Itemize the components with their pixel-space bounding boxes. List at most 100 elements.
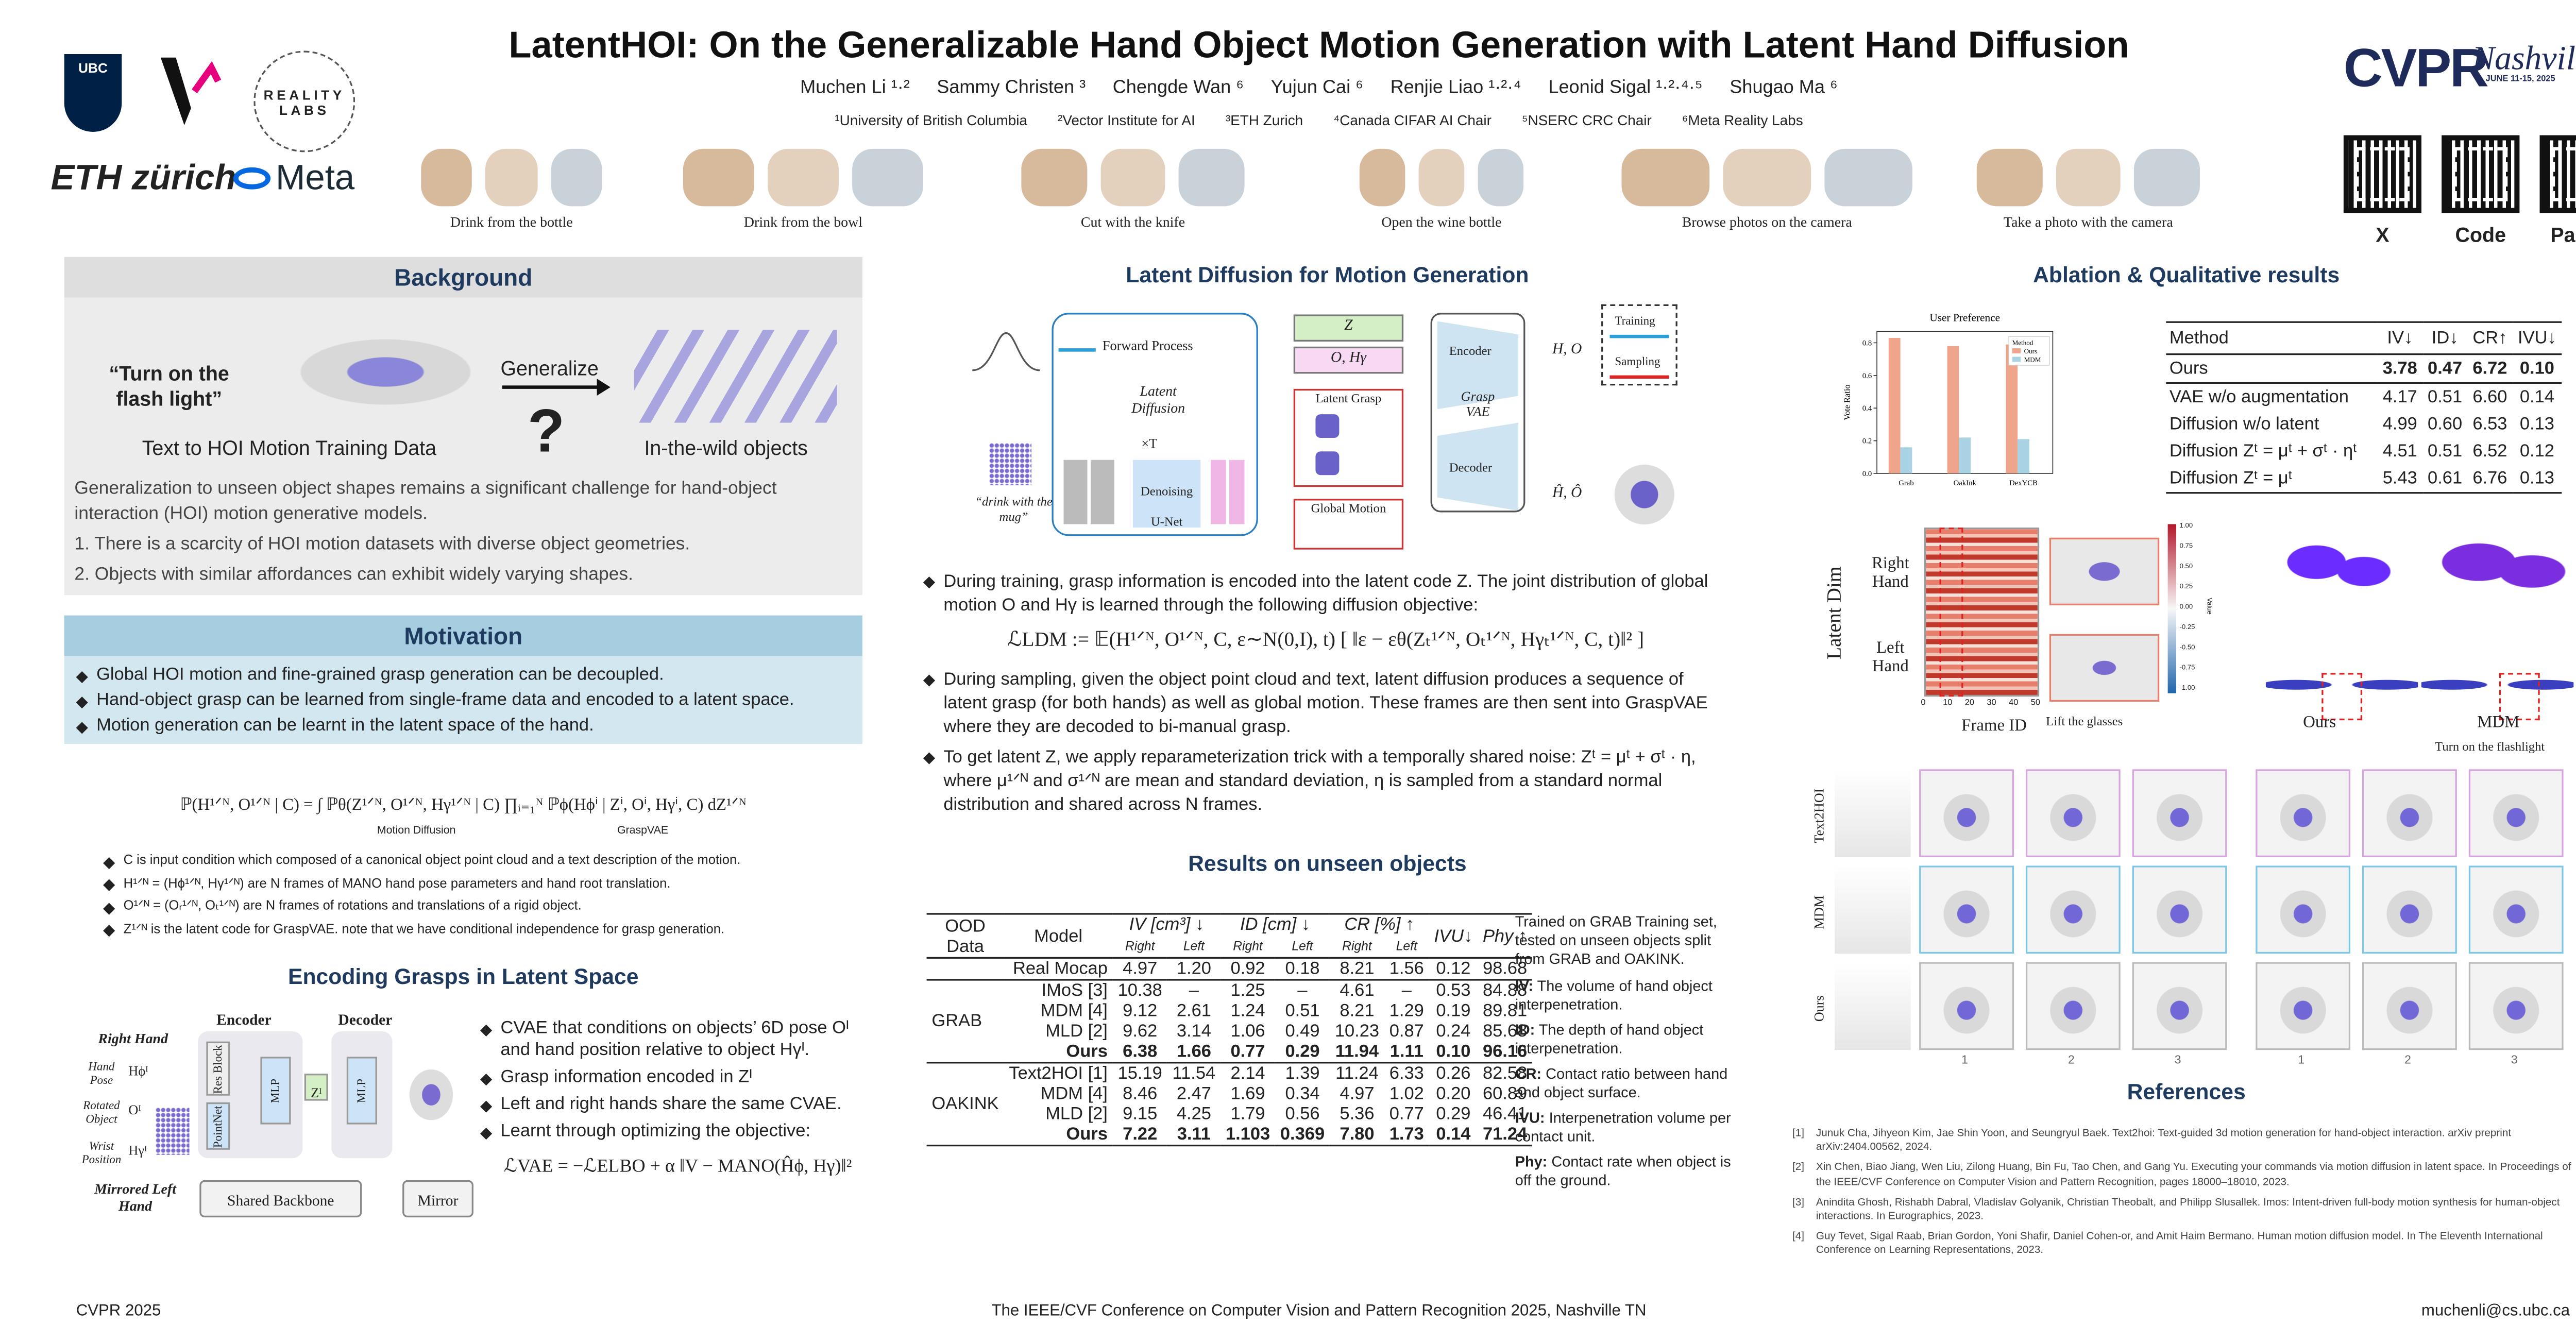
inset-image (2049, 634, 2160, 702)
bullet (76, 670, 88, 683)
column-header: Left (1292, 938, 1313, 954)
qualitative-image (1919, 865, 2014, 954)
column-header: ID [cm] ↓ (1240, 914, 1310, 935)
group-label: GRAB (931, 1011, 982, 1032)
reference-number: [1] (1792, 1128, 1804, 1140)
diagram-block: Global Motion (1293, 499, 1404, 550)
bullet-item-list: Global HOI motion and fine-grained grasp… (74, 665, 855, 741)
qualitative-image (2025, 962, 2121, 1050)
bullet-item-text: During sampling, given the object point … (943, 669, 1708, 737)
qualitative-image (2468, 769, 2564, 857)
table-cell: 0.14 (1436, 1124, 1471, 1145)
y-tick-label: 0.6 (1862, 372, 1872, 380)
section-title: Encoding Grasps in Latent Space (288, 963, 639, 989)
reference-number: [3] (1792, 1197, 1804, 1209)
highlight-box (2321, 673, 2363, 721)
heatmap-y-label: Latent Dim (1822, 566, 1846, 659)
table-cell: 0.51 (2428, 387, 2463, 407)
table-cell: 0.87 (1389, 1021, 1424, 1042)
table-cell: – (1297, 980, 1308, 1001)
table-cell: 2.14 (1230, 1063, 1265, 1084)
diagram-block-label: Mirror (417, 1192, 459, 1209)
table-cell: 6.33 (1389, 1063, 1424, 1084)
column-header: Right (1342, 938, 1372, 954)
teaser-caption: Drink from the bowl (743, 213, 863, 230)
teaser-image (550, 148, 602, 207)
encoder-shape (1437, 321, 1519, 410)
column-label: 1 (1961, 1055, 1968, 1067)
table-cell: 0.60 (2428, 414, 2463, 435)
teaser-image (2055, 148, 2121, 207)
affiliation: ⁶Meta Reality Labs (1682, 111, 1803, 129)
bullet-item: CVAE that conditions on objects’ 6D pose… (479, 1018, 864, 1062)
column-header: Phy ↑ (1482, 925, 1528, 946)
scene-image (1835, 769, 1911, 857)
forward-arrow (1058, 348, 1096, 351)
table-cell: 1.20 (1176, 958, 1211, 979)
qualitative-image (2468, 865, 2564, 954)
ours-render (2262, 516, 2398, 609)
model-name: Ours (1066, 1041, 1108, 1062)
reference-text: Xin Chen, Biao Jiang, Wen Liu, Zilong Hu… (1816, 1162, 2571, 1188)
scene-image (1835, 865, 1911, 954)
formula: ℙ(H¹ᐟᴺ, O¹ᐟᴺ | C) = ∫ ℙθ(Z¹ᐟᴺ, O¹ᐟᴺ, Hγ¹… (180, 796, 747, 815)
table-cell: 0.29 (1436, 1104, 1471, 1125)
qr-label: X (2376, 223, 2389, 247)
qualitative-image (2362, 769, 2457, 857)
user-preference-chart: User Preference Vote Ratio 0.0 0.2 0.4 0.6 0.8… (1842, 312, 2054, 487)
teaser-image (1359, 148, 1405, 207)
table-row: MDM [4] 9.12 2.61 1.24 0.51 8.21 1.29 0.19 89.81 (927, 1001, 1532, 1021)
row-label: Text2HOI (1811, 788, 1827, 843)
metric: IV: The volume of hand object interpenet… (1515, 977, 1732, 1014)
table-cell: 0.13 (2519, 414, 2554, 435)
diagram-symbol: Zᴵ (311, 1085, 322, 1101)
teaser-image (683, 148, 754, 207)
bullet (480, 1024, 493, 1037)
table-cell: 4.25 (1176, 1104, 1211, 1125)
diagram-label: Decoder (338, 1011, 393, 1028)
bar (1959, 437, 1971, 473)
image-caption: Lift the glasses (2046, 714, 2123, 729)
training-arrow (1609, 334, 1669, 337)
table-cell: 0.10 (1436, 1041, 1471, 1062)
column-header: IVU↓ (1434, 925, 1473, 946)
metric-text: The depth of hand object interpenetratio… (1515, 1021, 1704, 1057)
output-grid (1210, 460, 1248, 524)
bullet (923, 674, 936, 686)
table-cell: 9.15 (1123, 1104, 1158, 1125)
bar (2006, 344, 2018, 473)
qualitative-image (1919, 962, 2014, 1050)
affiliation: ²Vector Institute for AI (1058, 111, 1195, 129)
generalize-label: Generalize (500, 356, 599, 381)
heatmap-x-label: Frame ID (1961, 717, 2027, 736)
x-tick-label: Grab (1899, 479, 1914, 487)
metric: ID: The depth of hand object interpenetr… (1515, 1021, 1732, 1058)
wild-objects-image (634, 329, 837, 423)
motivation-header (64, 615, 862, 656)
table-cell: 4.17 (2382, 387, 2417, 407)
column-header: CR [%] ↑ (1344, 914, 1415, 935)
table-cell: 3.78 (2382, 358, 2417, 379)
ablation-table: Method IV↓ ID↓ CR↑ IVU↓ Ours 3.78 0.47 6.72 0.10 V… (2166, 321, 2562, 494)
bullet (103, 856, 115, 869)
table-cell: 1.66 (1176, 1041, 1211, 1062)
table-cell: 0.49 (1285, 1021, 1320, 1042)
author: Leonid Sigal ¹·²·⁴·⁵ (1548, 77, 1703, 98)
reality-labs-ring (253, 50, 355, 152)
bullet-item-text: During training, grasp information is en… (943, 571, 1708, 616)
section-title: Latent Diffusion for Motion Generation (1126, 262, 1529, 287)
author: Chengde Wan ⁶ (1112, 77, 1244, 98)
affiliation: ⁵NSERC CRC Chair (1521, 111, 1652, 129)
bullet-item: Grasp information encoded in Zᴵ (479, 1067, 864, 1089)
image-caption: Text to HOI Motion Training Data (142, 436, 437, 460)
colorbar (2167, 524, 2176, 693)
teaser-image (486, 148, 537, 207)
y-tick-label: 0.2 (1862, 437, 1872, 446)
reference-text: Guy Tevet, Sigal Raab, Brian Gordon, Yon… (1816, 1231, 2543, 1257)
bullet (103, 879, 115, 891)
bar (2018, 439, 2029, 473)
formula: ℒVAE = −ℒELBO + α ‖V − MANO(Ĥϕ, Hγ)‖² (504, 1156, 852, 1177)
table-cell: 6.38 (1123, 1041, 1158, 1062)
meta-logo: Meta (275, 159, 355, 198)
teaser-caption: Cut with the knife (1080, 213, 1185, 230)
